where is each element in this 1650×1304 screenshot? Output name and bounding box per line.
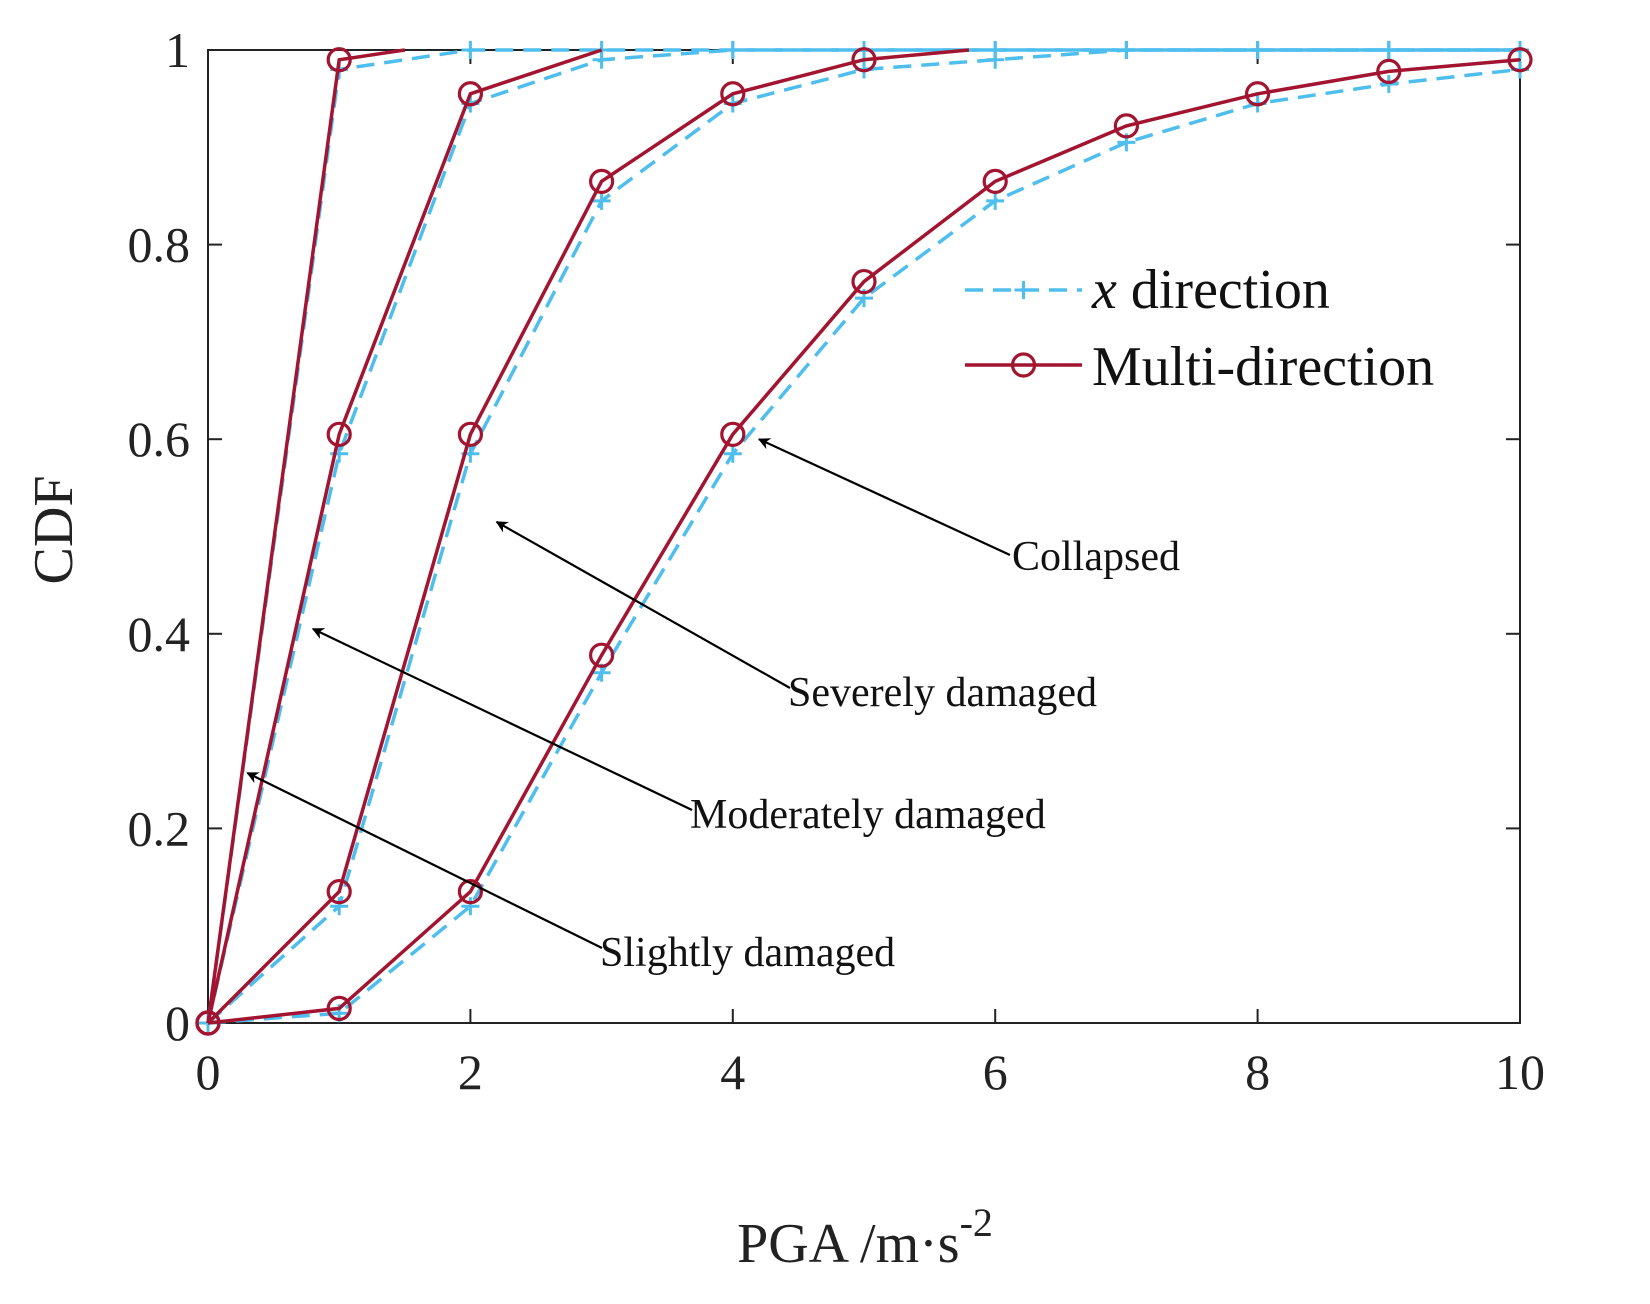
multi-direction-marker <box>1376 58 1402 85</box>
x-tick-label: 6 <box>983 1044 1008 1100</box>
multi-direction-marker <box>851 47 877 73</box>
x-tick-label: 0 <box>196 1044 221 1100</box>
multi-direction-marker <box>457 879 483 905</box>
legend-multi-direction-label: Multi-direction <box>1092 336 1434 398</box>
multi-direction-marker <box>1113 113 1140 139</box>
multi-direction-marker <box>457 81 483 107</box>
multi-direction-marker <box>720 421 746 447</box>
annotation-arrow <box>311 627 693 811</box>
x-direction-line <box>206 48 1520 1024</box>
x-direction-marker <box>592 191 611 210</box>
x-tick-label: 8 <box>1245 1044 1270 1100</box>
multi-direction-line <box>207 57 1521 1025</box>
y-tick-label: 0.4 <box>128 606 191 662</box>
axis-ticks: 0 2 4 6 8 10 0 0.2 0.4 0.6 0.8 1 <box>128 22 1546 1100</box>
plot-border <box>207 49 1521 1024</box>
x-direction-marker <box>1117 41 1136 59</box>
x-direction-marker <box>1379 75 1398 94</box>
x-tick-label: 2 <box>458 1044 483 1100</box>
multi-direction-marker <box>326 995 352 1022</box>
x-direction-line <box>206 48 1520 1024</box>
annotation-label: Moderately damaged <box>690 792 1046 838</box>
x-tick-label: 4 <box>720 1044 745 1100</box>
multi-direction-marker <box>326 879 352 905</box>
x-axis-label: PGA /m·s-2 <box>737 1200 993 1275</box>
multi-direction-marker <box>1507 47 1533 73</box>
x-direction-marker <box>1248 41 1267 59</box>
y-tick-label: 0.8 <box>128 217 191 273</box>
multi-direction-marker <box>326 421 352 447</box>
x-direction-marker <box>723 41 742 59</box>
multi-direction-marker <box>326 47 352 73</box>
x-direction-marker <box>986 191 1005 210</box>
x-direction-marker <box>723 444 742 463</box>
plot-area <box>207 49 1521 1024</box>
annotation-arrow <box>495 520 791 689</box>
multi-direction-line <box>206 48 406 1024</box>
annotation-arrow <box>246 771 603 949</box>
y-tick-label: 0 <box>165 995 190 1051</box>
legend: x direction Multi-direction <box>965 259 1434 398</box>
annotation-label: Slightly damaged <box>600 930 895 976</box>
multi-direction-marker <box>588 642 615 668</box>
x-direction-line <box>206 48 1520 1025</box>
annotation-arrow <box>757 438 1011 556</box>
multi-direction-series <box>195 47 1533 1036</box>
multi-direction-marker <box>982 168 1008 194</box>
x-direction-line <box>207 67 1521 1025</box>
x-direction-marker <box>330 897 349 916</box>
y-tick-label: 0.6 <box>128 411 191 467</box>
x-axis-label-exponent: -2 <box>960 1200 993 1245</box>
legend-x-italic: x <box>1091 259 1117 321</box>
multi-direction-marker <box>457 421 483 447</box>
x-axis-label-main: PGA /m·s <box>737 1213 960 1275</box>
multi-direction-marker <box>851 268 877 295</box>
multi-direction-marker <box>588 168 615 194</box>
x-direction-series <box>199 41 1529 1032</box>
legend-x-rest: direction <box>1117 259 1330 321</box>
y-tick-label: 0.2 <box>128 800 191 856</box>
annotation-label: Severely damaged <box>788 670 1097 716</box>
x-direction-marker <box>986 50 1005 69</box>
x-tick-label: 10 <box>1495 1044 1545 1100</box>
x-direction-marker <box>461 41 480 59</box>
legend-x-direction-label: x direction <box>1091 259 1330 321</box>
legend-multi-direction-marker <box>1010 352 1037 378</box>
legend-x-direction-marker <box>1014 281 1033 299</box>
multi-direction-line <box>206 48 603 1024</box>
multi-direction-marker <box>1244 81 1271 107</box>
x-direction-marker <box>461 897 480 916</box>
annotations: Collapsed Severely damaged Moderately dama… <box>246 438 1180 976</box>
multi-direction-line <box>206 48 970 1025</box>
y-tick-label: 1 <box>165 22 190 78</box>
multi-direction-marker <box>195 1010 221 1036</box>
y-axis-label: CDF <box>23 476 85 585</box>
annotation-label: Collapsed <box>1012 534 1180 580</box>
x-direction-marker <box>1379 41 1398 59</box>
multi-direction-marker <box>720 81 746 107</box>
x-direction-marker <box>592 50 611 69</box>
